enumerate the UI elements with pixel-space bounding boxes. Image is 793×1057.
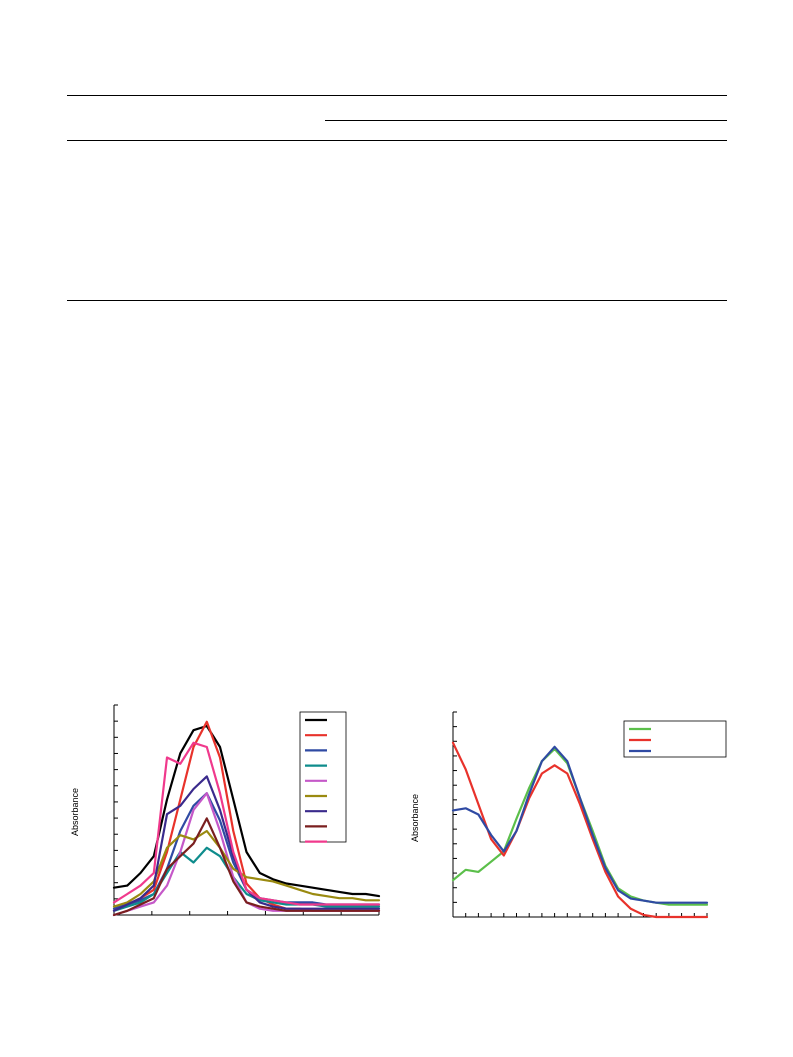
series-line-2 xyxy=(451,745,709,904)
series-line-1 xyxy=(451,741,709,919)
table-subheader-rule xyxy=(325,120,727,121)
right-absorbance-chart xyxy=(451,711,727,919)
right-chart-ylabel: Absorbance xyxy=(410,793,420,842)
left-chart-ylabel: Absorbance xyxy=(70,787,80,836)
left-absorbance-chart xyxy=(112,704,381,917)
series-line-0 xyxy=(451,747,709,906)
legend-box xyxy=(299,711,347,843)
series-line-8 xyxy=(112,741,381,906)
series-line-7 xyxy=(112,817,381,917)
table-header-rule xyxy=(67,140,727,141)
table-top-rule xyxy=(67,95,727,96)
table-bottom-rule xyxy=(67,300,727,301)
series-line-5 xyxy=(112,829,381,908)
